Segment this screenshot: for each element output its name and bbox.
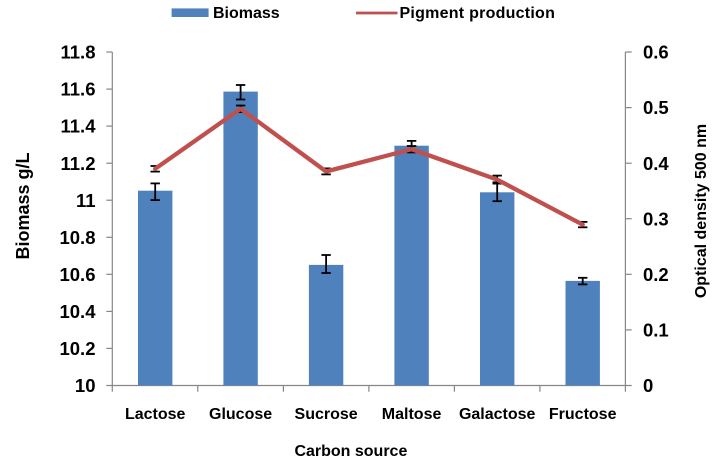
svg-text:11.2: 11.2 xyxy=(61,153,96,174)
svg-text:0.1: 0.1 xyxy=(643,320,669,341)
svg-text:11.8: 11.8 xyxy=(61,42,96,63)
svg-text:0: 0 xyxy=(643,375,653,396)
svg-text:Sucrose: Sucrose xyxy=(295,406,358,423)
svg-text:Galactose: Galactose xyxy=(459,406,536,423)
svg-text:10.2: 10.2 xyxy=(59,338,95,359)
svg-text:10.4: 10.4 xyxy=(59,301,96,322)
svg-text:0.3: 0.3 xyxy=(643,208,669,229)
svg-text:10: 10 xyxy=(75,375,96,396)
svg-text:Biomass g/L: Biomass g/L xyxy=(13,152,33,259)
svg-text:Biomass: Biomass xyxy=(213,5,280,22)
svg-text:0.4: 0.4 xyxy=(643,153,669,174)
svg-text:Optical density 500 nm: Optical density 500 nm xyxy=(693,124,710,298)
svg-text:Lactose: Lactose xyxy=(125,406,186,423)
svg-text:Pigment production: Pigment production xyxy=(400,5,556,22)
svg-text:11: 11 xyxy=(76,190,96,211)
svg-text:0.2: 0.2 xyxy=(643,264,669,285)
svg-text:0.6: 0.6 xyxy=(643,42,669,63)
svg-text:Maltose: Maltose xyxy=(382,406,442,423)
svg-text:10.6: 10.6 xyxy=(59,264,95,285)
svg-text:0.5: 0.5 xyxy=(643,97,669,118)
svg-text:Glucose: Glucose xyxy=(209,406,272,423)
svg-text:Carbon source: Carbon source xyxy=(294,443,407,460)
svg-text:10.8: 10.8 xyxy=(59,227,95,248)
svg-text:Fructose: Fructose xyxy=(549,406,617,423)
svg-text:11.4: 11.4 xyxy=(61,116,97,137)
svg-text:11.6: 11.6 xyxy=(61,79,96,100)
